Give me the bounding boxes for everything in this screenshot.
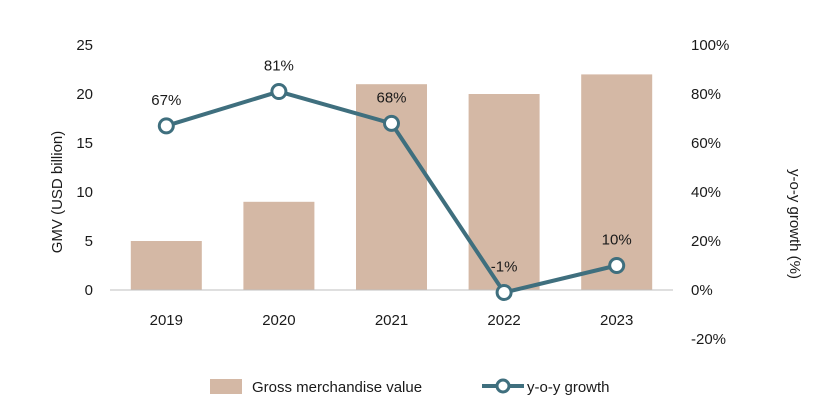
x-tick-label: 2020 bbox=[262, 312, 295, 329]
growth-marker-2022 bbox=[495, 283, 513, 301]
legend-label-gmv: Gross merchandise value bbox=[252, 379, 422, 396]
bar-series-gmv bbox=[130, 74, 653, 291]
right-tick-label: 100% bbox=[691, 37, 729, 54]
y2-axis-label: y-o-y growth (%) bbox=[786, 169, 803, 279]
bar-2023 bbox=[581, 74, 653, 291]
bar-2020 bbox=[243, 201, 315, 290]
right-axis-ticks: -20% 0% 20% 40% 60% 80% 100% bbox=[691, 37, 729, 348]
growth-label-2020: 81% bbox=[264, 58, 294, 75]
left-tick-label: 25 bbox=[76, 37, 93, 54]
legend: Gross merchandise value y-o-y growth bbox=[210, 378, 610, 396]
left-tick-label: 15 bbox=[76, 135, 93, 152]
left-axis-ticks: 0 5 10 15 20 25 bbox=[76, 37, 93, 299]
growth-label-2019: 67% bbox=[151, 92, 181, 109]
growth-marker-2021 bbox=[383, 114, 400, 132]
bar-2019 bbox=[130, 241, 202, 290]
x-tick-label: 2019 bbox=[150, 312, 183, 329]
right-tick-label: 20% bbox=[691, 233, 721, 250]
x-tick-label: 2022 bbox=[487, 312, 520, 329]
left-tick-label: 20 bbox=[76, 86, 93, 103]
growth-label-2022: -1% bbox=[491, 258, 518, 275]
growth-marker-2020 bbox=[270, 83, 288, 101]
x-tick-label: 2021 bbox=[375, 312, 408, 329]
line-series-growth bbox=[157, 83, 626, 301]
growth-data-labels: 67% 81% 68% -1% 10% bbox=[151, 58, 631, 276]
legend-label-growth: y-o-y growth bbox=[527, 379, 610, 396]
y-axis-label: GMV (USD billion) bbox=[49, 131, 66, 254]
left-tick-label: 10 bbox=[76, 184, 93, 201]
right-tick-label: 60% bbox=[691, 135, 721, 152]
right-tick-label: -20% bbox=[691, 331, 726, 348]
left-tick-label: 0 bbox=[85, 282, 93, 299]
left-tick-label: 5 bbox=[85, 233, 93, 250]
growth-label-2023: 10% bbox=[602, 232, 632, 249]
growth-marker-2023 bbox=[608, 257, 626, 274]
growth-marker-2019 bbox=[157, 117, 175, 135]
x-tick-label: 2023 bbox=[600, 312, 633, 329]
right-tick-label: 40% bbox=[691, 184, 721, 201]
right-tick-label: 80% bbox=[691, 86, 721, 103]
right-tick-label: 0% bbox=[691, 282, 713, 299]
x-axis-ticks: 2019 2020 2021 2022 2023 bbox=[150, 312, 634, 329]
legend-marker-growth bbox=[495, 378, 511, 394]
legend-swatch-gmv bbox=[210, 379, 242, 394]
growth-label-2021: 68% bbox=[376, 89, 406, 106]
